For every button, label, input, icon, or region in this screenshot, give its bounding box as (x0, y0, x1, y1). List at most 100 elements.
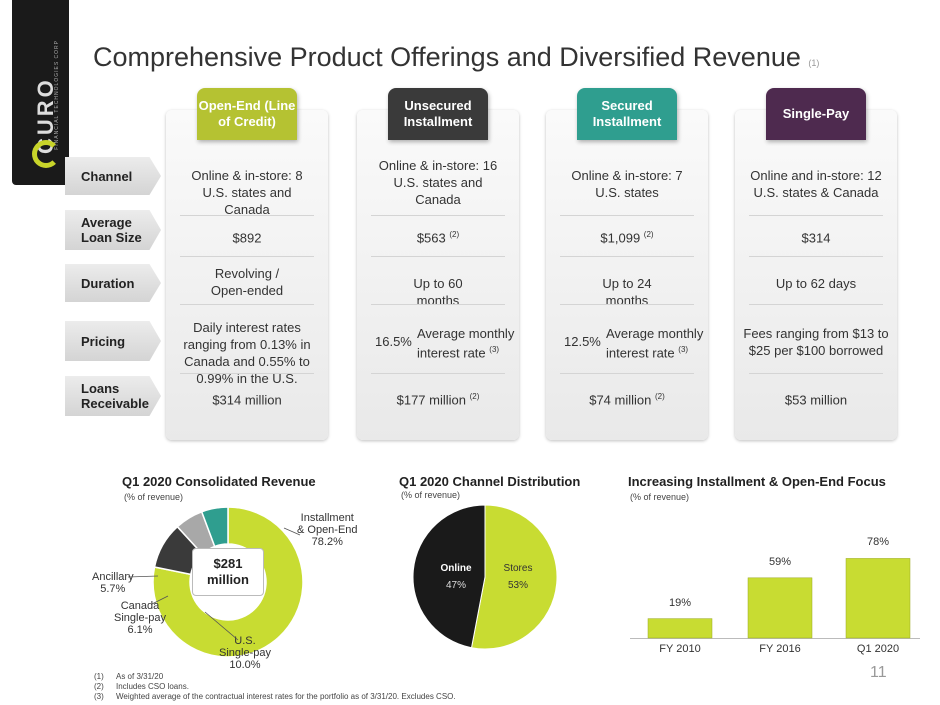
donut-label-us-line1: U.S. (234, 635, 256, 647)
separator (749, 215, 883, 216)
pie-label-online-value: 47% (445, 580, 466, 591)
revenue-section-subtitle: (% of revenue) (124, 492, 184, 502)
pricing-single-pay: Fees ranging from $13 to $25 per $100 bo… (743, 326, 889, 358)
receivable-value: $314 million (212, 392, 282, 408)
footnote-3: (3) Weighted average of the contractual i… (94, 692, 456, 702)
donut-label-us-line2: Single-pay (219, 647, 271, 659)
footnote-3-num: (3) (94, 692, 104, 701)
receivable-value: $177 million (396, 392, 466, 408)
revenue-center-unit: million (207, 572, 249, 587)
donut-label-us-value: 10.0% (229, 659, 261, 671)
receivable-secured-installment: $74 million (2) (546, 388, 708, 408)
receivable-value: $74 million (589, 392, 652, 408)
donut-label-ancillary-line1: Ancillary (92, 571, 134, 583)
footnote-2-text: Includes CSO loans. (116, 682, 189, 691)
bar-category-label: Q1 2020 (856, 643, 900, 655)
receivable-value: $53 million (784, 392, 848, 408)
separator (371, 215, 505, 216)
receivable-unsecured-installment: $177 million (2) (357, 388, 519, 408)
revenue-center-label: $281 million (192, 548, 264, 596)
channel-value-open-end: Online & in-store: 8 U.S. states and Can… (191, 168, 303, 217)
separator (560, 256, 694, 257)
logo-bar: CURO FINANCIAL TECHNOLOGIES CORP (12, 0, 69, 185)
pricing-note: (3) (678, 345, 689, 354)
revenue-center-amount: $281 (213, 556, 243, 571)
loan-size-unsecured-installment: $563 (2) (357, 226, 519, 246)
donut-label-installment-value: 78.2% (311, 536, 343, 548)
revenue-section-title: Q1 2020 Consolidated Revenue (122, 474, 316, 489)
separator (180, 373, 314, 374)
separator (749, 304, 883, 305)
page-title: Comprehensive Product Offerings and Dive… (93, 42, 819, 73)
separator (180, 215, 314, 216)
column-single-pay (735, 110, 897, 440)
donut-label-installment-line2: & Open-End (297, 524, 358, 536)
separator (749, 256, 883, 257)
pricing-desc-text: Average monthly interest rate (606, 326, 704, 361)
page-title-text: Comprehensive Product Offerings and Dive… (93, 42, 801, 72)
receivable-note: (2) (469, 392, 480, 401)
footnote-1: (1) As of 3/31/20 (94, 672, 456, 682)
pie-label-online-name: Online (440, 563, 472, 574)
row-label-duration: Duration (65, 264, 161, 302)
bar-q1-2020 (845, 558, 911, 639)
logo-mark-icon (32, 140, 60, 168)
loan-size-value: $892 (232, 230, 262, 246)
bar-value-label: 59% (768, 555, 792, 568)
pricing-rate-unsecured-installment: 16.5% (375, 334, 412, 349)
receivable-note: (2) (655, 392, 665, 401)
separator (180, 304, 314, 305)
channel-value-unsecured-installment: Online & in-store: 16 U.S. states and Ca… (378, 158, 498, 207)
donut-slice-installment-open-end (152, 506, 304, 658)
revenue-donut-chart (152, 506, 304, 658)
donut-slice-ancillary (200, 506, 229, 548)
column-header-single-pay: Single-Pay (766, 88, 866, 140)
receivable-single-pay: $53 million (735, 388, 897, 408)
channel-value-single-pay: Online and in-store: 12 U.S. states & Ca… (750, 168, 882, 200)
column-header-secured-installment: Secured Installment (577, 88, 677, 140)
footnote-3-text: Weighted average of the contractual inte… (116, 692, 456, 701)
donut-label-canada-line2: Single-pay (114, 612, 166, 624)
donut-label-ancillary: Ancillary 5.7% (92, 571, 134, 595)
loan-size-secured-installment: $1,099 (2) (546, 226, 708, 246)
donut-label-installment: Installment & Open-End 78.2% (297, 512, 358, 548)
loan-size-open-end: $892 (166, 226, 328, 246)
footnote-2-num: (2) (94, 682, 104, 691)
focus-section-subtitle: (% of revenue) (630, 492, 690, 502)
channel-pie-chart (412, 504, 558, 650)
pricing-note: (3) (489, 345, 500, 354)
channel-section-title: Q1 2020 Channel Distribution (399, 474, 581, 489)
footnote-1-text: As of 3/31/20 (116, 672, 164, 681)
channel-value-secured-installment: Online & in-store: 7 U.S. states (571, 168, 683, 200)
separator (560, 215, 694, 216)
pie-label-stores: Stores 53% (498, 563, 538, 591)
pricing-desc-unsecured-installment: Average monthly interest rate (3) (417, 326, 517, 361)
focus-bar-chart (630, 558, 920, 639)
donut-label-ancillary-value: 5.7% (100, 583, 126, 595)
pie-slice-stores (470, 504, 558, 650)
column-header-unsecured-installment: Unsecured Installment (388, 88, 488, 140)
pie-slice-online (412, 504, 486, 649)
column-secured-installment (546, 110, 708, 440)
bar-fy-2016 (747, 577, 813, 639)
separator (749, 373, 883, 374)
separator (560, 304, 694, 305)
bar-fy-2010 (647, 618, 713, 639)
loan-size-value: $314 (801, 230, 831, 246)
bar-category-label: FY 2016 (759, 643, 801, 655)
separator (371, 304, 505, 305)
pricing-rate-secured-installment: 12.5% (564, 334, 601, 349)
loan-size-value: $563 (416, 230, 446, 246)
bar-value-label: 78% (866, 536, 890, 549)
footnote-1-num: (1) (94, 672, 104, 681)
receivable-open-end: $314 million (166, 388, 328, 408)
separator (560, 373, 694, 374)
separator (371, 256, 505, 257)
logo-subtitle: FINANCIAL TECHNOLOGIES CORP (54, 40, 60, 150)
logo-wordmark: CURO (33, 77, 58, 154)
column-open-end (166, 110, 328, 440)
pricing-desc-secured-installment: Average monthly interest rate (3) (606, 326, 706, 361)
row-label-pricing: Pricing (65, 321, 161, 361)
column-header-open-end: Open-End (Line of Credit) (197, 88, 297, 140)
separator (180, 256, 314, 257)
